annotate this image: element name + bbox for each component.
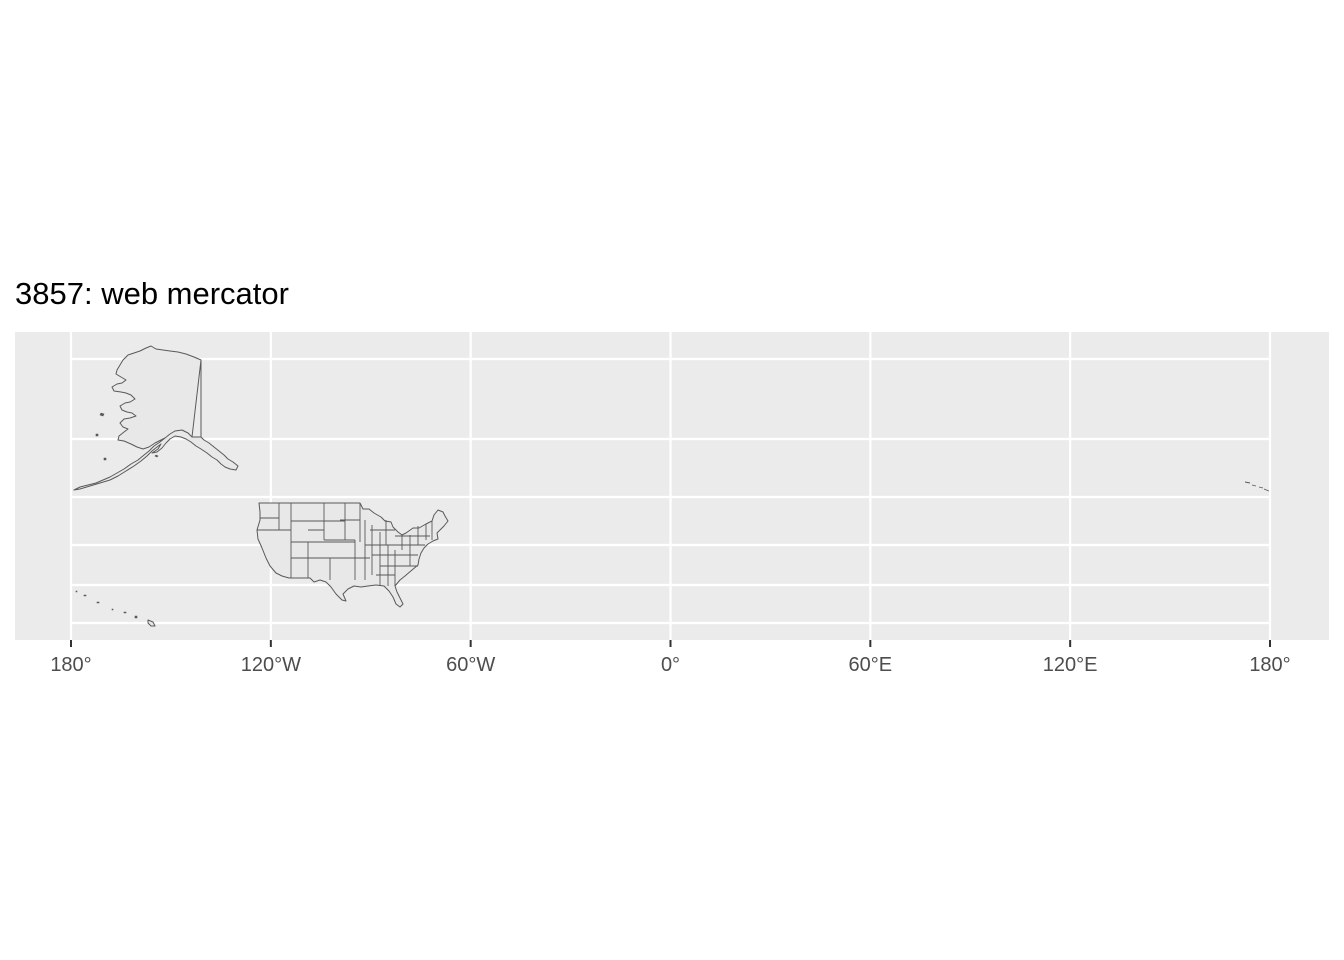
contiguous-us xyxy=(256,502,449,608)
vertical-gridlines xyxy=(69,332,1272,640)
x-tick-label: 120°W xyxy=(241,654,301,676)
hawaii xyxy=(75,590,156,627)
x-axis-labels: 180° 120°W 60°W 0° 60°E 120°E 180° xyxy=(50,654,1290,676)
hawaii-big-island xyxy=(147,619,156,627)
x-tick-label: 0° xyxy=(661,654,680,676)
x-tick-label: 180° xyxy=(1249,654,1290,676)
state-borders xyxy=(257,503,433,586)
alaska-islets xyxy=(95,412,159,461)
x-axis-ticks xyxy=(70,640,1271,647)
alaska xyxy=(73,345,239,491)
x-tick-label: 60°W xyxy=(446,654,495,676)
aleutian-chain xyxy=(1244,481,1270,492)
hawaii-islands xyxy=(75,590,138,619)
aleutian-islands xyxy=(1244,481,1270,492)
alaska-shape xyxy=(73,345,239,491)
panel-background xyxy=(15,332,1329,640)
x-tick-label: 120°E xyxy=(1043,654,1098,676)
x-tick-label: 60°E xyxy=(849,654,893,676)
plot-title: 3857: web mercator xyxy=(15,276,289,311)
contiguous-us-shape xyxy=(256,502,449,608)
x-tick-label: 180° xyxy=(50,654,91,676)
